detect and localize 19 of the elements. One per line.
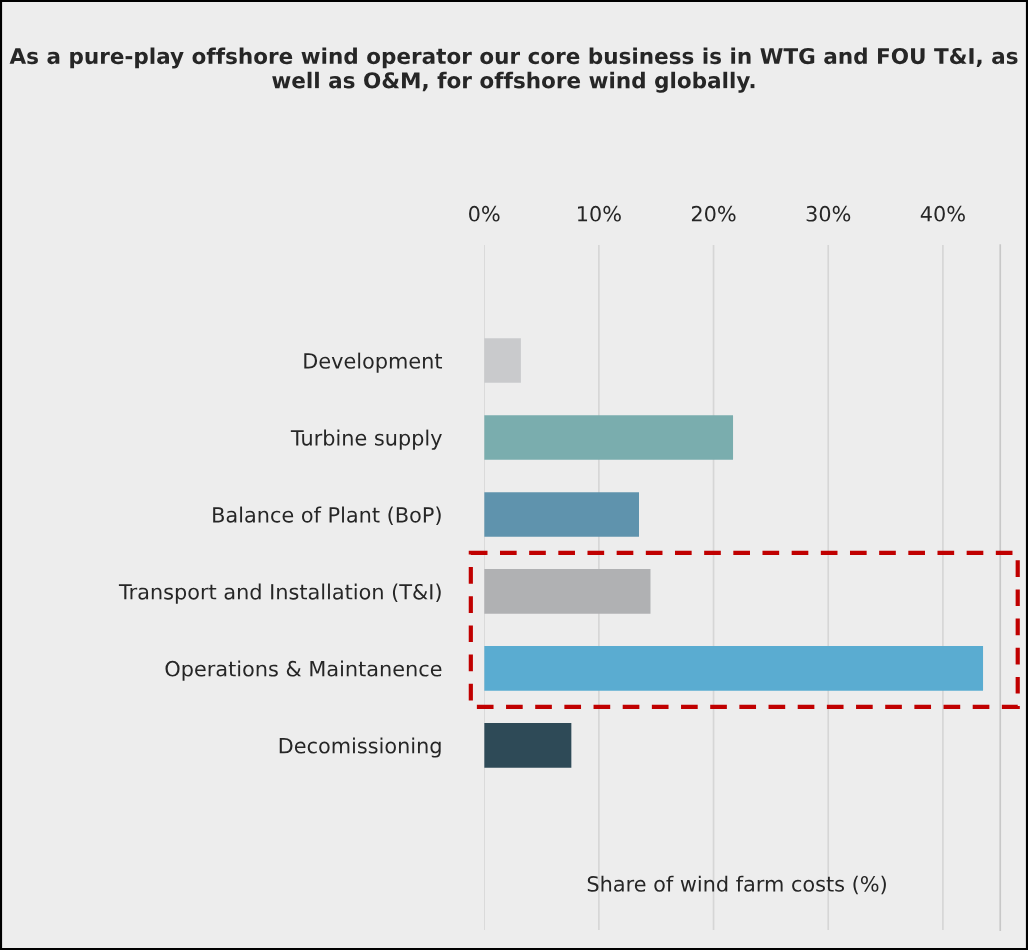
x-tick-label: 10%: [578, 205, 621, 222]
chart-title: As a pure-play offshore wind operator our core business is in WTG and FOU T&I, as well as O&M, for offshore wind globally.: [9, 47, 1018, 93]
x-tick-label: 20%: [691, 205, 736, 222]
y-tick-label: Turbine supply: [290, 429, 442, 450]
bar: [484, 723, 572, 768]
y-tick-label: Operations & Maintanence: [165, 660, 442, 681]
y-tick-label: Development: [304, 352, 443, 373]
bar: [484, 492, 639, 537]
x-tick-label: 30%: [806, 205, 851, 222]
bar: [484, 415, 734, 460]
bar: [484, 569, 651, 614]
text: Share of wind farm costs (%): [587, 875, 886, 895]
y-tick-label: Transport and Installation (T&I): [118, 583, 441, 604]
bar: [484, 646, 984, 691]
bar: [484, 338, 521, 383]
x-tick-label: 40%: [920, 205, 965, 222]
x-tick-label: 0%: [469, 205, 500, 222]
y-tick-label: Decomissioning: [279, 737, 441, 758]
y-tick-label: Balance of Plant (BoP): [213, 506, 441, 526]
